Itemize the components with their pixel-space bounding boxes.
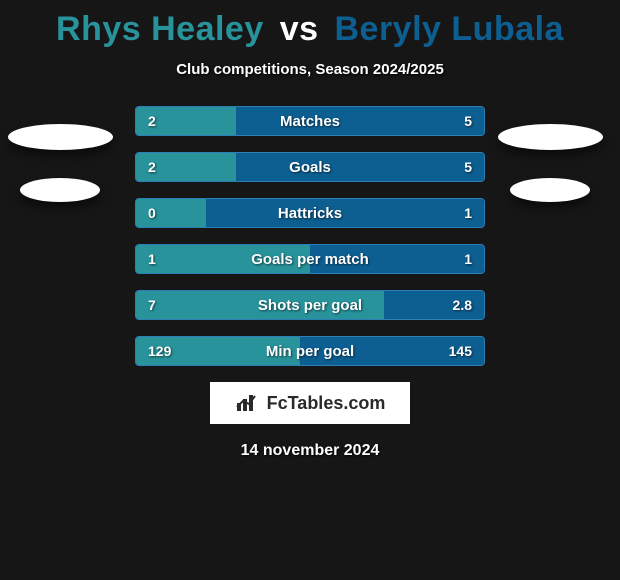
subtitle: Club competitions, Season 2024/2025 [0, 61, 620, 78]
date-text: 14 november 2024 [0, 442, 620, 460]
player2-name: Beryly Lubala [334, 10, 563, 48]
brand-badge: FcTables.com [210, 382, 410, 424]
stat-row: 25Goals [135, 152, 485, 182]
player-photo-placeholder [510, 178, 590, 202]
stat-bars-container: 25Matches 25Goals 01Hattricks 11Goals per m… [135, 106, 485, 366]
stat-label: Shots per goal [136, 291, 484, 319]
stat-label: Hattricks [136, 199, 484, 227]
comparison-title: Rhys Healey vs Beryly Lubala [0, 0, 620, 49]
player1-name: Rhys Healey [56, 10, 264, 48]
stat-row: 129145Min per goal [135, 336, 485, 366]
stat-label: Min per goal [136, 337, 484, 365]
player-photo-placeholder [8, 124, 113, 150]
stat-row: 01Hattricks [135, 198, 485, 228]
stat-label: Goals [136, 153, 484, 181]
player-photo-placeholder [20, 178, 100, 202]
brand-text: FcTables.com [267, 393, 386, 414]
stat-row: 25Matches [135, 106, 485, 136]
stat-label: Matches [136, 107, 484, 135]
stat-label: Goals per match [136, 245, 484, 273]
stat-row: 72.8Shots per goal [135, 290, 485, 320]
brand-chart-icon [235, 393, 261, 413]
stat-row: 11Goals per match [135, 244, 485, 274]
player-photo-placeholder [498, 124, 603, 150]
vs-text: vs [280, 10, 319, 48]
